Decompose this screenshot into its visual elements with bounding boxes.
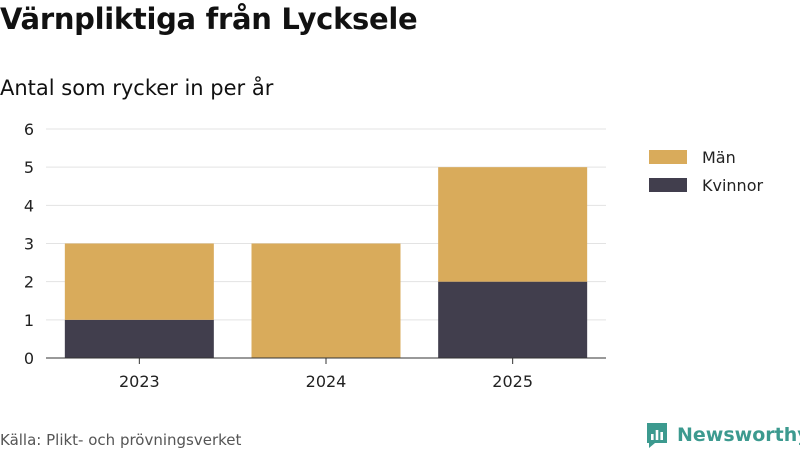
x-tick-label: 2023 bbox=[119, 372, 160, 391]
bar-segment bbox=[251, 243, 401, 358]
chart-title: Värnpliktiga från Lycksele bbox=[0, 2, 418, 36]
y-tick-label: 6 bbox=[24, 120, 34, 139]
legend-label: Kvinnor bbox=[702, 176, 763, 195]
legend-swatch bbox=[649, 178, 687, 192]
legend-label: Män bbox=[702, 148, 736, 167]
y-tick-label: 1 bbox=[24, 311, 34, 330]
y-tick-label: 2 bbox=[24, 273, 34, 292]
brand-logo: Newsworthy bbox=[645, 421, 800, 449]
legend: Män Kvinnor bbox=[649, 148, 763, 195]
x-tick-label: 2025 bbox=[492, 372, 533, 391]
y-tick-label: 5 bbox=[24, 158, 34, 177]
chart-subtitle: Antal som rycker in per år bbox=[0, 76, 274, 100]
x-tick-label: 2024 bbox=[306, 372, 347, 391]
legend-swatch bbox=[649, 150, 687, 164]
bar-segment bbox=[64, 243, 214, 320]
bar-segment bbox=[64, 319, 214, 358]
y-tick-label: 0 bbox=[24, 349, 34, 368]
brand-name: Newsworthy bbox=[677, 424, 800, 446]
y-tick-label: 3 bbox=[24, 235, 34, 254]
axes: 0 1 2 3 4 5 6 2023 2024 2025 bbox=[24, 120, 606, 391]
y-tick-label: 4 bbox=[24, 196, 34, 215]
source-note: Källa: Plikt- och prövningsverket bbox=[0, 431, 242, 449]
bar-segment bbox=[438, 167, 588, 282]
bar-segment bbox=[438, 281, 588, 358]
newsworthy-logo-icon bbox=[647, 423, 667, 448]
bars bbox=[64, 167, 588, 358]
